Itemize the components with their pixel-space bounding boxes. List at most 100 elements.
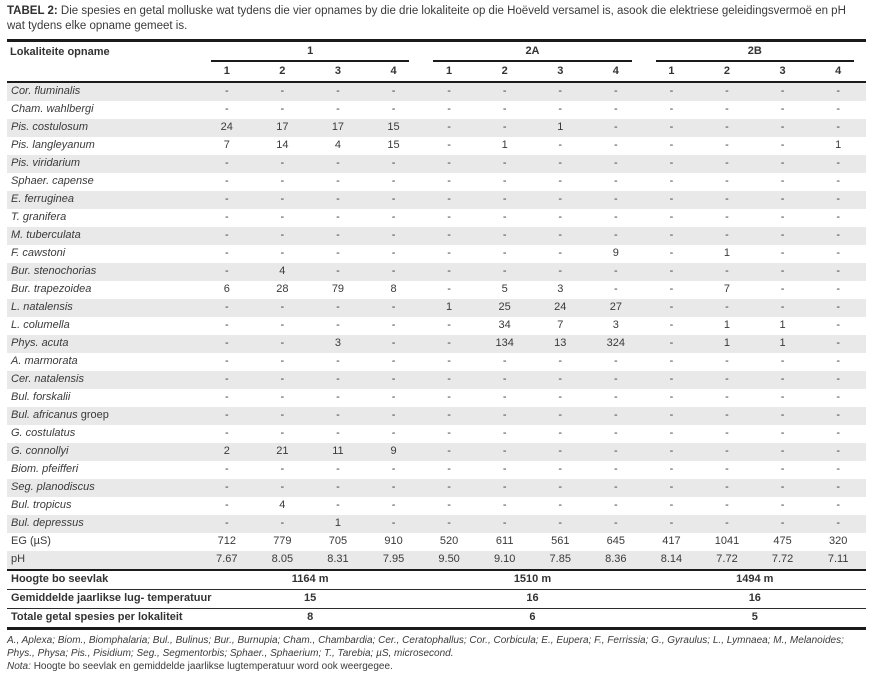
row-value: 13 xyxy=(554,337,567,350)
row-name: EG (µS) xyxy=(11,535,51,548)
header-group-2a: 2A xyxy=(421,40,643,62)
row-name: F. cawstoni xyxy=(11,247,66,260)
row-value: 8.31 xyxy=(327,553,349,566)
row-name: pH xyxy=(11,553,26,566)
row-value: - xyxy=(280,157,285,170)
row-value: - xyxy=(336,373,340,386)
row-value: - xyxy=(614,463,618,476)
row-name: L. natalensis xyxy=(11,301,73,314)
summary-value: 8 xyxy=(199,608,422,630)
row-value: - xyxy=(669,301,674,314)
row-value: - xyxy=(836,517,841,530)
row-value: 1 xyxy=(835,139,842,152)
row-value: - xyxy=(502,193,507,206)
row-value: - xyxy=(447,463,451,476)
row-value: - xyxy=(780,103,785,116)
row-value: 779 xyxy=(273,535,292,548)
row-value: - xyxy=(836,193,841,206)
row-value: - xyxy=(447,103,451,116)
row-value: - xyxy=(780,355,785,368)
row-value: - xyxy=(558,481,563,494)
row-value: 7.72 xyxy=(771,553,794,566)
row-value: - xyxy=(391,373,396,386)
row-value: - xyxy=(558,355,563,368)
row-value: - xyxy=(669,175,674,188)
row-value: - xyxy=(725,85,729,98)
row-value: 8 xyxy=(390,283,397,296)
row-name: Bul. africanus groep xyxy=(11,409,109,422)
row-value: - xyxy=(614,409,618,422)
row-value: - xyxy=(391,175,396,188)
row-value: 7.11 xyxy=(827,553,849,566)
row-value: - xyxy=(614,175,618,188)
row-value: - xyxy=(669,103,674,116)
row-value: - xyxy=(391,211,396,224)
row-value: - xyxy=(447,265,451,278)
row-value: - xyxy=(502,211,507,224)
row-value: - xyxy=(447,517,451,530)
row-value: - xyxy=(614,85,618,98)
row-name: Bul. forskalii xyxy=(11,391,71,404)
header-subcolumn-2b-4: 4 xyxy=(810,61,866,83)
row-value: - xyxy=(502,175,507,188)
row-value: - xyxy=(614,355,618,368)
row-value: - xyxy=(780,211,785,224)
row-value: - xyxy=(725,211,729,224)
row-name: Cer. natalensis xyxy=(11,373,84,386)
header-group-row: Lokaliteite opname 1 2A 2B xyxy=(7,40,866,62)
header-subcolumn-2b-3: 3 xyxy=(754,61,811,83)
nota-note: Nota: Hoogte bo seevlak en gemiddelde ja… xyxy=(7,660,866,673)
header-row-label: Lokaliteite opname xyxy=(10,45,110,58)
row-value: - xyxy=(614,157,618,170)
row-value: - xyxy=(447,319,451,332)
row-value: - xyxy=(391,193,396,206)
table-row: Bur. stenochorias - 4 - - - - - - - - - - xyxy=(7,262,866,281)
row-value: - xyxy=(725,139,729,152)
row-value: - xyxy=(558,139,563,152)
row-value: - xyxy=(502,121,507,134)
row-value: 1 xyxy=(334,517,341,530)
row-value: - xyxy=(336,301,340,314)
row-value: - xyxy=(224,373,229,386)
row-value: - xyxy=(336,355,340,368)
row-value: - xyxy=(502,463,507,476)
row-value: 17 xyxy=(276,121,289,134)
table-row: Cer. natalensis - - - - - - - - - - - - xyxy=(7,370,866,389)
header-group-2b: 2B xyxy=(644,40,866,62)
row-value: - xyxy=(836,337,841,350)
row-value: - xyxy=(614,121,618,134)
row-value: 3 xyxy=(612,319,619,332)
row-name: Bul. tropicus xyxy=(11,499,72,512)
table-data-body: Cor. fluminalis - - - - - - - - - - - - Cham. wahlber… xyxy=(7,81,866,570)
row-value: 1 xyxy=(723,247,731,260)
row-value: 9 xyxy=(612,247,619,260)
row-value: - xyxy=(447,157,451,170)
row-value: - xyxy=(280,463,285,476)
row-value: - xyxy=(336,319,340,332)
table-row: G. connollyi 2 21 11 9 - - - - - - - - xyxy=(7,442,866,461)
row-value: - xyxy=(669,139,674,152)
summary-value: 15 xyxy=(199,589,422,609)
row-value: - xyxy=(224,463,229,476)
row-value: - xyxy=(669,157,674,170)
row-name: A. marmorata xyxy=(11,355,78,368)
row-value: - xyxy=(614,265,618,278)
row-value: - xyxy=(558,103,563,116)
row-value: 1 xyxy=(557,121,564,134)
row-value: 705 xyxy=(328,535,348,548)
row-value: - xyxy=(447,499,451,512)
table-row: Bul. forskalii - - - - - - - - - - - - xyxy=(7,389,866,407)
header-subcolumn-1-2: 2 xyxy=(254,61,311,83)
summary-row: Totale getal spesies per lokaliteit 8 6 5 xyxy=(7,608,866,630)
row-value: - xyxy=(836,121,841,134)
row-value: - xyxy=(836,85,841,98)
table-caption: TABEL 2: Die spesies en getal molluske w… xyxy=(7,4,866,34)
row-value: 17 xyxy=(331,121,345,134)
summary-value: 5 xyxy=(643,608,866,630)
table-row: F. cawstoni - - - - - - - 9 - 1 - - xyxy=(7,245,866,263)
row-value: - xyxy=(725,463,729,476)
row-value: - xyxy=(780,427,785,440)
table-row: Pis. costulosum 24 17 17 15 - - 1 - - - - - xyxy=(7,118,866,137)
table-row: Bul. tropicus - 4 - - - - - - - - - - xyxy=(7,497,866,515)
row-value: 8.14 xyxy=(660,553,683,566)
